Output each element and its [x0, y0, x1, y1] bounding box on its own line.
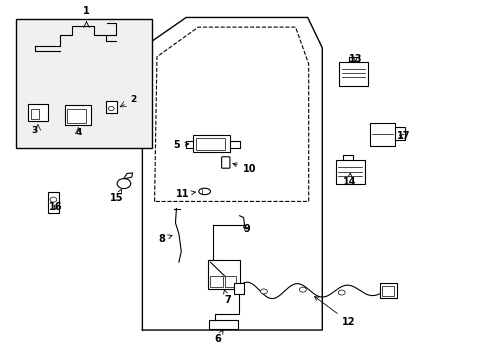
Text: 11: 11 [176, 189, 195, 199]
Circle shape [260, 289, 267, 294]
Text: 10: 10 [232, 163, 256, 174]
Text: 3: 3 [31, 126, 38, 135]
Bar [67, 109, 85, 123]
Ellipse shape [199, 188, 210, 195]
Text: 12: 12 [314, 297, 355, 327]
Bar [30, 109, 39, 119]
Text: 4: 4 [76, 129, 82, 138]
Text: 9: 9 [243, 224, 249, 234]
Text: 6: 6 [214, 330, 223, 344]
Circle shape [299, 287, 305, 292]
Bar [224, 276, 235, 287]
Text: 7: 7 [223, 290, 230, 305]
Text: 13: 13 [348, 54, 362, 64]
Circle shape [117, 179, 130, 189]
Bar [28, 104, 47, 121]
Bar [335, 160, 365, 184]
Bar [193, 135, 229, 152]
Bar [16, 19, 152, 148]
Bar [369, 123, 394, 146]
Text: 17: 17 [396, 131, 410, 141]
Circle shape [108, 107, 114, 111]
Bar [47, 192, 59, 213]
FancyBboxPatch shape [221, 157, 229, 168]
Bar [233, 283, 243, 294]
Text: 1: 1 [83, 6, 90, 16]
Text: 16: 16 [49, 202, 62, 212]
Bar [379, 283, 396, 298]
Bar [209, 320, 237, 329]
Text: 5: 5 [173, 140, 188, 150]
Bar [64, 105, 91, 125]
Text: 2: 2 [130, 95, 136, 104]
Text: 8: 8 [158, 234, 172, 244]
Bar [196, 138, 224, 150]
Bar [210, 276, 222, 287]
Bar [339, 62, 368, 86]
Bar [106, 102, 116, 113]
Bar [207, 260, 239, 289]
Circle shape [338, 290, 345, 295]
Text: 15: 15 [110, 189, 123, 203]
Circle shape [50, 197, 57, 202]
Bar [381, 286, 393, 296]
Text: 14: 14 [342, 173, 356, 187]
